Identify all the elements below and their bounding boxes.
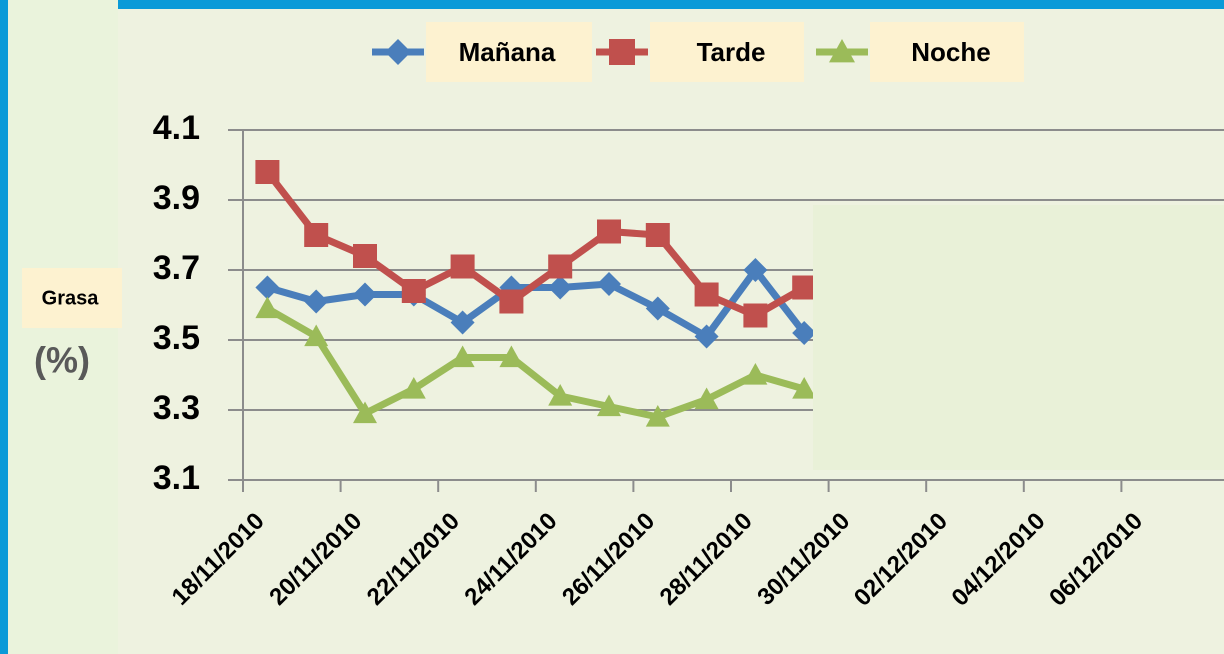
marker [609, 39, 635, 65]
legend-label: Mañana [459, 37, 556, 67]
marker [255, 296, 280, 319]
marker [385, 39, 411, 65]
marker [499, 345, 524, 368]
marker [597, 219, 621, 244]
marker [255, 160, 280, 184]
y-label-box [22, 268, 122, 328]
marker [645, 405, 670, 427]
marker [548, 254, 573, 279]
y-tick-label: 3.7 [153, 249, 200, 287]
legend-label: Noche [911, 37, 990, 67]
marker [792, 275, 817, 300]
legend-box [650, 22, 804, 82]
marker [304, 223, 329, 247]
series-line [265, 305, 806, 421]
marker [829, 39, 855, 63]
marker [353, 244, 377, 268]
y-tick-label: 4.1 [153, 109, 200, 147]
marker [743, 363, 768, 385]
legend-label: Tarde [697, 37, 766, 67]
y-tick-label: 3.5 [153, 319, 200, 357]
y-tick-label: 3.9 [153, 179, 200, 217]
marker [645, 223, 670, 247]
marker [597, 272, 621, 296]
marker [694, 324, 719, 349]
marker [499, 289, 524, 314]
y-tick-label: 3.1 [153, 459, 200, 497]
marker [694, 387, 719, 410]
legend-box [426, 22, 592, 82]
marker [450, 310, 475, 335]
y-label: Grasa [42, 287, 100, 309]
marker [743, 303, 768, 328]
marker [645, 296, 670, 321]
marker [304, 324, 329, 347]
marker [548, 384, 573, 406]
marker [792, 321, 817, 345]
marker [401, 377, 426, 399]
marker [401, 279, 426, 303]
marker [694, 282, 719, 307]
marker [450, 254, 475, 279]
marker [450, 345, 475, 368]
marker [353, 401, 377, 424]
marker [304, 289, 329, 314]
overlay [813, 205, 1224, 470]
marker [548, 275, 573, 300]
marker [792, 377, 817, 399]
marker [597, 394, 621, 417]
marker [353, 282, 377, 307]
marker [743, 258, 768, 282]
y-tick-label: 3.3 [153, 389, 200, 427]
y-unit: (%) [34, 340, 90, 381]
legend-box [870, 22, 1024, 82]
marker [255, 275, 280, 300]
